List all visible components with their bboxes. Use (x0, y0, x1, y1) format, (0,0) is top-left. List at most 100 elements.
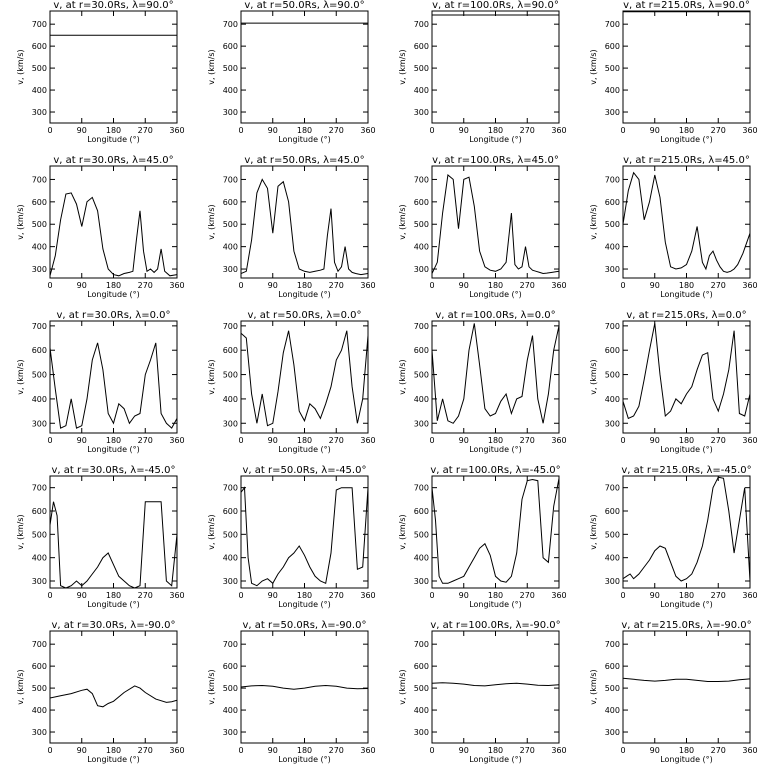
y-tick-label: 500 (414, 64, 429, 73)
y-tick-label: 600 (223, 42, 238, 51)
plot-frame (431, 320, 560, 434)
series-line (241, 330, 368, 427)
x-axis-label: Longitude (°) (660, 445, 713, 454)
plot-frame (49, 475, 178, 589)
y-axis-label: v, (km/s) (207, 359, 216, 394)
x-tick-label: 360 (551, 591, 566, 600)
x-tick-label: 90 (268, 591, 278, 600)
x-tick-label: 360 (551, 746, 566, 755)
y-tick-label: 700 (223, 640, 238, 649)
y-axis-label: v, (km/s) (398, 49, 407, 84)
y-tick-label: 700 (605, 175, 620, 184)
panel-title: v, at r=100.0Rs, λ=45.0° (432, 155, 559, 166)
x-tick-label: 180 (106, 281, 121, 290)
y-tick-label: 400 (414, 554, 429, 563)
y-tick-label: 600 (32, 198, 47, 207)
panel: v, at r=50.0Rs, λ=-90.0° 0 90 180 270 360 300 4… (207, 620, 376, 764)
x-tick-label: 360 (360, 591, 375, 600)
series-line (50, 501, 177, 588)
y-tick-label: 500 (223, 220, 238, 229)
x-tick-label: 90 (650, 436, 660, 445)
x-tick-label: 180 (679, 281, 694, 290)
y-tick-label: 600 (605, 662, 620, 671)
panel-title: v, at r=100.0Rs, λ=-45.0° (430, 465, 560, 476)
x-tick-label: 0 (620, 436, 625, 445)
y-axis-label: v, (km/s) (398, 514, 407, 549)
x-tick-label: 360 (360, 746, 375, 755)
x-tick-label: 90 (268, 746, 278, 755)
y-tick-label: 400 (414, 706, 429, 715)
panel-title: v, at r=50.0Rs, λ=45.0° (244, 155, 364, 166)
y-tick-label: 400 (223, 395, 238, 404)
y-tick-label: 400 (32, 243, 47, 252)
x-tick-label: 270 (711, 746, 726, 755)
panel-title: v, at r=215.0Rs, λ=90.0° (623, 0, 750, 11)
panel: v, at r=30.0Rs, λ=-90.0° 0 90 180 270 360 300 4… (16, 620, 185, 764)
y-tick-label: 600 (223, 198, 238, 207)
y-tick-label: 600 (414, 42, 429, 51)
x-tick-label: 270 (520, 281, 535, 290)
series-line (623, 323, 750, 420)
y-tick-label: 600 (32, 42, 47, 51)
y-tick-label: 600 (32, 507, 47, 516)
x-tick-label: 180 (679, 746, 694, 755)
series-line (241, 684, 368, 690)
series-line (432, 323, 559, 424)
x-axis-label: Longitude (°) (87, 445, 140, 454)
series-line (50, 192, 177, 277)
x-tick-label: 180 (106, 436, 121, 445)
x-tick-label: 0 (620, 591, 625, 600)
x-tick-label: 90 (650, 281, 660, 290)
panel: v, at r=215.0Rs, λ=-90.0° 0 90 180 270 360 300… (589, 620, 758, 764)
y-tick-label: 500 (414, 684, 429, 693)
y-tick-label: 700 (605, 20, 620, 29)
y-tick-label: 300 (605, 419, 620, 428)
panel: v, at r=50.0Rs, λ=90.0° 0 90 180 270 360 300 40… (207, 0, 376, 144)
series-line (623, 476, 750, 582)
y-axis-label: v, (km/s) (589, 204, 598, 239)
x-tick-label: 180 (488, 746, 503, 755)
x-tick-label: 90 (459, 746, 469, 755)
panel-title: v, at r=30.0Rs, λ=90.0° (53, 0, 173, 11)
panel: v, at r=50.0Rs, λ=45.0° 0 90 180 270 360 300 40… (207, 155, 376, 299)
y-tick-label: 600 (223, 662, 238, 671)
y-tick-label: 500 (223, 371, 238, 380)
x-axis-label: Longitude (°) (660, 600, 713, 609)
plot-frame (622, 10, 751, 124)
y-tick-label: 600 (32, 662, 47, 671)
y-tick-label: 500 (605, 684, 620, 693)
y-axis-label: v, (km/s) (16, 49, 25, 84)
y-tick-label: 600 (414, 346, 429, 355)
x-tick-label: 180 (488, 591, 503, 600)
y-tick-label: 300 (32, 728, 47, 737)
x-axis-label: Longitude (°) (87, 600, 140, 609)
x-tick-label: 0 (47, 126, 52, 135)
x-tick-label: 90 (77, 281, 87, 290)
panel: v, at r=30.0Rs, λ=45.0° 0 90 180 270 360 300 40… (16, 155, 185, 299)
y-tick-label: 300 (414, 728, 429, 737)
y-axis-label: v, (km/s) (207, 204, 216, 239)
x-tick-label: 180 (488, 281, 503, 290)
x-tick-label: 90 (459, 126, 469, 135)
x-axis-label: Longitude (°) (87, 290, 140, 299)
x-tick-label: 180 (297, 591, 312, 600)
panel: v, at r=215.0Rs, λ=-45.0° 0 90 180 270 360 300… (589, 465, 758, 609)
x-tick-label: 180 (106, 746, 121, 755)
y-tick-label: 300 (414, 419, 429, 428)
plot-frame (240, 320, 369, 434)
x-axis-label: Longitude (°) (87, 135, 140, 144)
y-tick-label: 600 (605, 346, 620, 355)
series-line (241, 178, 368, 276)
x-tick-label: 360 (742, 746, 757, 755)
x-tick-label: 360 (551, 436, 566, 445)
y-tick-label: 300 (605, 265, 620, 274)
y-tick-label: 600 (223, 507, 238, 516)
plot-frame (431, 630, 560, 744)
y-tick-label: 400 (605, 243, 620, 252)
x-axis-label: Longitude (°) (469, 135, 522, 144)
plot-frame (431, 165, 560, 279)
y-tick-label: 300 (32, 108, 47, 117)
plot-frame (240, 165, 369, 279)
y-tick-label: 300 (605, 728, 620, 737)
panel-title: v, at r=30.0Rs, λ=0.0° (57, 310, 171, 321)
